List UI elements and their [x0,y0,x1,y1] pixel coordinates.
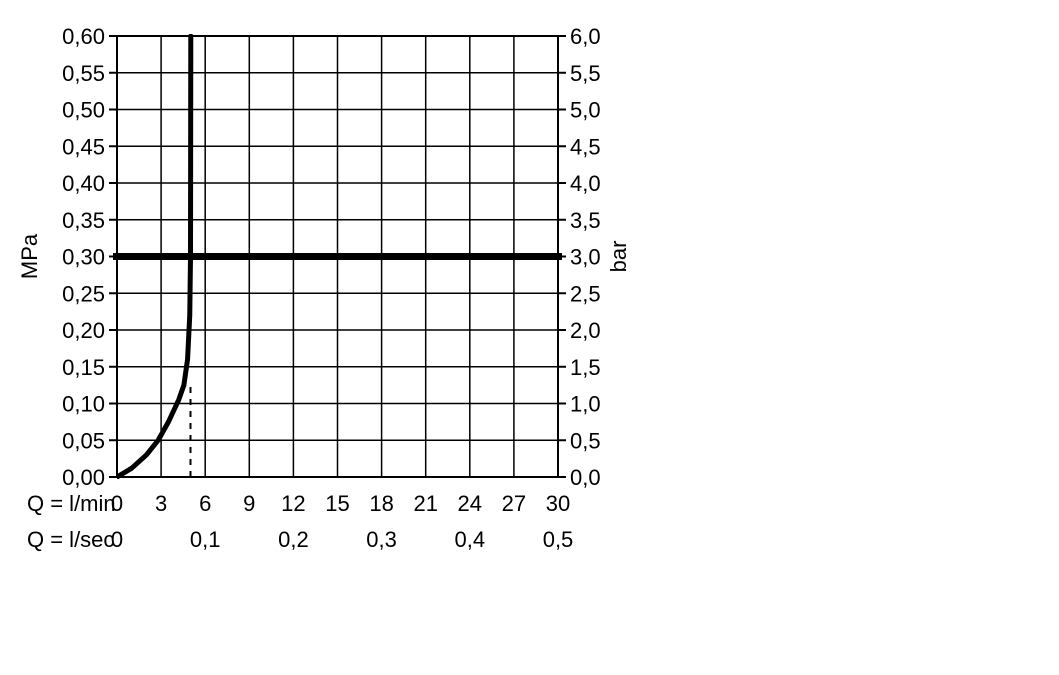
ytick-right-label: 0,5 [570,428,601,453]
ytick-right-label: 5,0 [570,98,601,123]
x-row2-tick: 0,5 [543,527,574,552]
ytick-right-label: 2,5 [570,281,601,306]
ytick-left-label: 0,20 [62,318,105,343]
ytick-right-label: 1,0 [570,392,601,417]
ytick-left-label: 0,40 [62,171,105,196]
ytick-left-label: 0,15 [62,355,105,380]
ytick-left-label: 0,10 [62,392,105,417]
flow-pressure-chart: 0,000,050,100,150,200,250,300,350,400,45… [0,0,1059,675]
ytick-left-label: 0,50 [62,98,105,123]
ytick-left-label: 0,55 [62,61,105,86]
ytick-left-label: 0,25 [62,281,105,306]
ytick-right-label: 5,5 [570,61,601,86]
ytick-right-label: 2,0 [570,318,601,343]
x-row2-tick: 0,4 [455,527,486,552]
ytick-left-label: 0,05 [62,428,105,453]
y-left-axis-label: MPa [17,233,42,279]
chart-bg [0,0,1059,675]
x-row1-tick: 27 [502,491,526,516]
y-right-axis-label: bar [606,241,631,273]
ytick-right-label: 1,5 [570,355,601,380]
x-row1-tick: 15 [325,491,349,516]
x-row1-tick: 21 [413,491,437,516]
x-row1-tick: 0 [111,491,123,516]
x-row1-tick: 24 [458,491,482,516]
ytick-left-label: 0,35 [62,208,105,233]
x-row1-label: Q = l/min [27,491,116,516]
ytick-right-label: 3,5 [570,208,601,233]
x-row2-tick: 0,2 [278,527,309,552]
x-row1-tick: 3 [155,491,167,516]
ytick-right-label: 4,5 [570,134,601,159]
ytick-right-label: 0,0 [570,465,601,490]
x-row1-tick: 6 [199,491,211,516]
x-row2-tick: 0,3 [366,527,397,552]
x-row1-tick: 12 [281,491,305,516]
ytick-left-label: 0,30 [62,245,105,270]
x-row2-tick: 0,1 [190,527,221,552]
x-row1-tick: 9 [243,491,255,516]
ytick-right-label: 6,0 [570,24,601,49]
ytick-right-label: 3,0 [570,245,601,270]
ytick-left-label: 0,00 [62,465,105,490]
ytick-right-label: 4,0 [570,171,601,196]
x-row2-label: Q = l/sec [27,527,114,552]
ytick-left-label: 0,45 [62,134,105,159]
ytick-left-label: 0,60 [62,24,105,49]
x-row1-tick: 18 [369,491,393,516]
x-row2-tick: 0 [111,527,123,552]
x-row1-tick: 30 [546,491,570,516]
chart-container: 0,000,050,100,150,200,250,300,350,400,45… [0,0,1059,675]
